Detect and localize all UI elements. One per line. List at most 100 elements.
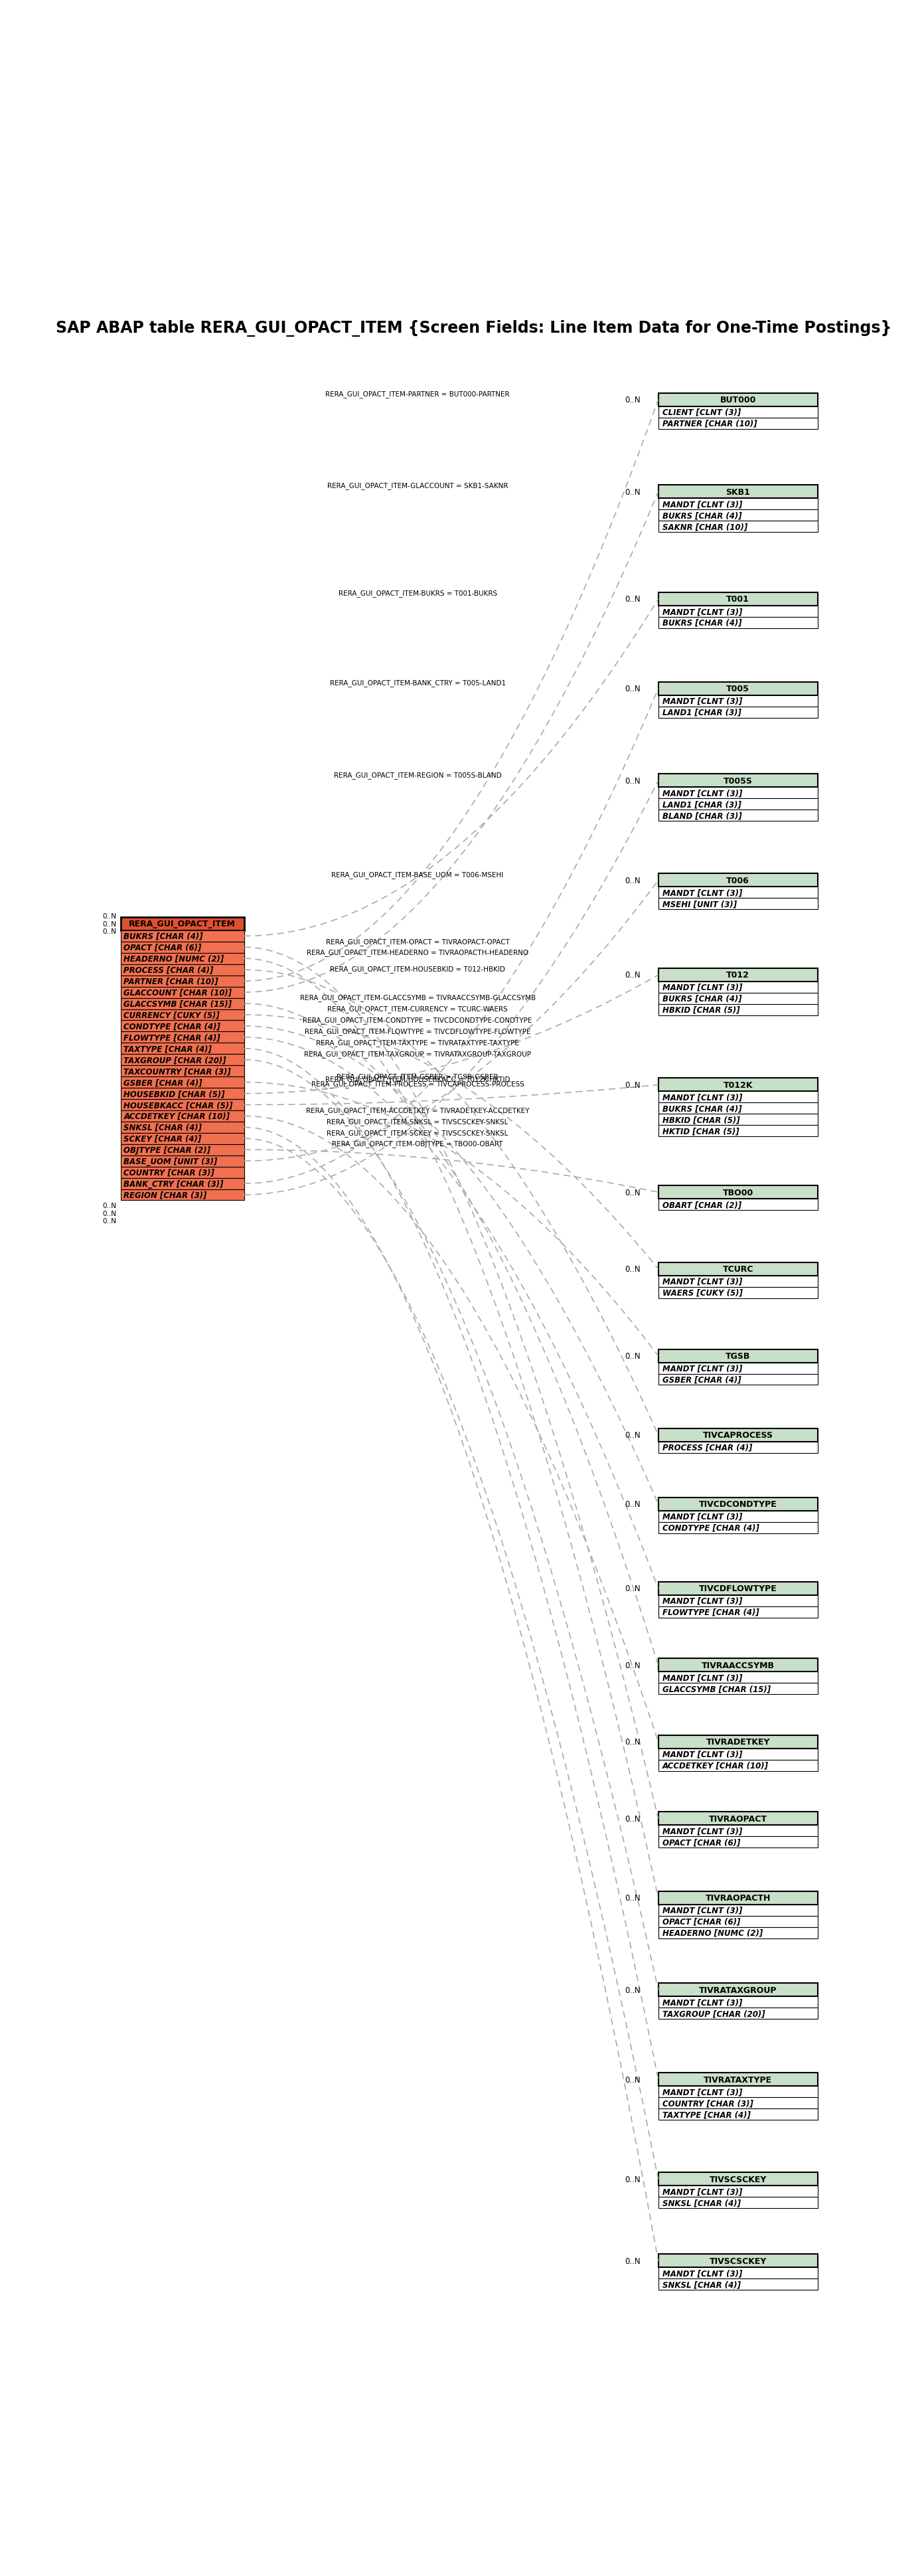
Text: T012: T012	[726, 971, 749, 979]
FancyBboxPatch shape	[658, 1497, 818, 1512]
Text: TCURC: TCURC	[723, 1265, 753, 1273]
FancyBboxPatch shape	[658, 1927, 818, 1937]
FancyBboxPatch shape	[658, 1917, 818, 1927]
FancyBboxPatch shape	[658, 2197, 818, 2208]
FancyBboxPatch shape	[658, 1126, 818, 1136]
Text: T012K: T012K	[723, 1082, 753, 1090]
FancyBboxPatch shape	[658, 1891, 818, 1904]
Text: TAXTYPE [CHAR (4)]: TAXTYPE [CHAR (4)]	[663, 2110, 750, 2117]
Text: OBART [CHAR (2)]: OBART [CHAR (2)]	[663, 1200, 741, 1208]
Text: RERA_GUI_OPACT_ITEM-TAXGROUP = TIVRATAXGROUP-TAXGROUP: RERA_GUI_OPACT_ITEM-TAXGROUP = TIVRATAXG…	[304, 1051, 531, 1059]
FancyBboxPatch shape	[121, 1190, 244, 1200]
Text: HOUSEBKACC [CHAR (5)]: HOUSEBKACC [CHAR (5)]	[124, 1100, 233, 1110]
Text: 0..N: 0..N	[625, 775, 640, 786]
FancyBboxPatch shape	[121, 1100, 244, 1110]
FancyBboxPatch shape	[658, 1672, 818, 1682]
Text: LAND1 [CHAR (3)]: LAND1 [CHAR (3)]	[663, 801, 741, 809]
Text: SAKNR [CHAR (10)]: SAKNR [CHAR (10)]	[663, 523, 748, 531]
Text: MANDT [CLNT (3)]: MANDT [CLNT (3)]	[663, 2087, 742, 2097]
FancyBboxPatch shape	[658, 407, 818, 417]
Text: MANDT [CLNT (3)]: MANDT [CLNT (3)]	[663, 1092, 742, 1103]
Text: RERA_GUI_OPACT_ITEM-OPACT = TIVRAOPACT-OPACT: RERA_GUI_OPACT_ITEM-OPACT = TIVRAOPACT-O…	[326, 938, 509, 945]
FancyBboxPatch shape	[658, 2097, 818, 2110]
FancyBboxPatch shape	[658, 1512, 818, 1522]
FancyBboxPatch shape	[658, 1522, 818, 1533]
Text: BUKRS [CHAR (4)]: BUKRS [CHAR (4)]	[663, 510, 742, 520]
Text: 0..N: 0..N	[625, 595, 640, 603]
FancyBboxPatch shape	[658, 886, 818, 899]
Text: WAERS [CUKY (5)]: WAERS [CUKY (5)]	[663, 1288, 743, 1298]
Text: 0..N: 0..N	[625, 1662, 640, 1669]
Text: TAXCOUNTRY [CHAR (3)]: TAXCOUNTRY [CHAR (3)]	[124, 1066, 231, 1077]
Text: RERA_GUI_OPACT_ITEM-HEADERNO = TIVRAOPACTH-HEADERNO: RERA_GUI_OPACT_ITEM-HEADERNO = TIVRAOPAC…	[307, 948, 529, 956]
Text: ACCDETKEY [CHAR (10)]: ACCDETKEY [CHAR (10)]	[124, 1113, 230, 1121]
FancyBboxPatch shape	[658, 1079, 818, 1092]
Text: 0..N: 0..N	[625, 1499, 640, 1510]
Text: 0..N: 0..N	[625, 876, 640, 886]
Text: MANDT [CLNT (3)]: MANDT [CLNT (3)]	[663, 1906, 742, 1914]
Text: RERA_GUI_OPACT_ITEM-SNKSL = TIVSCSCKEY-SNKSL: RERA_GUI_OPACT_ITEM-SNKSL = TIVSCSCKEY-S…	[327, 1118, 508, 1126]
Text: BUKRS [CHAR (4)]: BUKRS [CHAR (4)]	[663, 618, 742, 629]
FancyBboxPatch shape	[658, 2074, 818, 2087]
Text: HOUSEBKID [CHAR (5)]: HOUSEBKID [CHAR (5)]	[124, 1090, 225, 1097]
Text: CLIENT [CLNT (3)]: CLIENT [CLNT (3)]	[663, 407, 741, 417]
Text: 0..N: 0..N	[625, 1432, 640, 1440]
FancyBboxPatch shape	[658, 1826, 818, 1837]
Text: MANDT [CLNT (3)]: MANDT [CLNT (3)]	[663, 2187, 742, 2195]
Text: SCKEY [CHAR (4)]: SCKEY [CHAR (4)]	[124, 1133, 201, 1144]
FancyBboxPatch shape	[658, 1607, 818, 1618]
Text: RERA_GUI_OPACT_ITEM-FLOWTYPE = TIVCDFLOWTYPE-FLOWTYPE: RERA_GUI_OPACT_ITEM-FLOWTYPE = TIVCDFLOW…	[305, 1028, 530, 1036]
Text: RERA_GUI_OPACT_ITEM-HOUSEBKID = T012-HBKID: RERA_GUI_OPACT_ITEM-HOUSEBKID = T012-HBK…	[330, 966, 505, 974]
FancyBboxPatch shape	[121, 1066, 244, 1077]
FancyBboxPatch shape	[658, 1837, 818, 1847]
Text: 0..N: 0..N	[103, 927, 116, 935]
Text: MSEHI [UNIT (3)]: MSEHI [UNIT (3)]	[663, 899, 736, 909]
Text: BASE_UOM [UNIT (3)]: BASE_UOM [UNIT (3)]	[124, 1157, 217, 1164]
FancyBboxPatch shape	[658, 1200, 818, 1211]
FancyBboxPatch shape	[658, 1443, 818, 1453]
FancyBboxPatch shape	[658, 2007, 818, 2020]
Text: RERA_GUI_OPACT_ITEM-BANK_CTRY = T005-LAND1: RERA_GUI_OPACT_ITEM-BANK_CTRY = T005-LAN…	[330, 680, 505, 685]
FancyBboxPatch shape	[658, 683, 818, 696]
Text: 0..N: 0..N	[625, 1082, 640, 1090]
FancyBboxPatch shape	[121, 1087, 244, 1100]
Text: RERA_GUI_OPACT_ITEM-HOUSEBKACC = T012K-HKTID: RERA_GUI_OPACT_ITEM-HOUSEBKACC = T012K-H…	[325, 1074, 510, 1082]
Text: GLACCOUNT [CHAR (10)]: GLACCOUNT [CHAR (10)]	[124, 989, 232, 997]
FancyBboxPatch shape	[658, 2267, 818, 2280]
Text: 0..N: 0..N	[625, 1265, 640, 1273]
Text: BUT000: BUT000	[720, 397, 756, 404]
Text: RERA_GUI_OPACT_ITEM-BASE_UOM = T006-MSEHI: RERA_GUI_OPACT_ITEM-BASE_UOM = T006-MSEH…	[332, 871, 504, 878]
Text: BLAND [CHAR (3)]: BLAND [CHAR (3)]	[663, 811, 742, 819]
Text: 0..N: 0..N	[103, 1203, 116, 1208]
Text: 0..N: 0..N	[625, 971, 640, 979]
Text: RERA_GUI_OPACT_ITEM-BUKRS = T001-BUKRS: RERA_GUI_OPACT_ITEM-BUKRS = T001-BUKRS	[338, 590, 497, 598]
FancyBboxPatch shape	[658, 1736, 818, 1749]
Text: RERA_GUI_OPACT_ITEM-GLACCSYMB = TIVRAACCSYMB-GLACCSYMB: RERA_GUI_OPACT_ITEM-GLACCSYMB = TIVRAACC…	[299, 994, 536, 1002]
Text: TGSB: TGSB	[725, 1352, 750, 1360]
Text: TIVRAOPACTH: TIVRAOPACTH	[705, 1893, 771, 1901]
FancyBboxPatch shape	[658, 2280, 818, 2290]
Text: OPACT [CHAR (6)]: OPACT [CHAR (6)]	[663, 1837, 740, 1847]
FancyBboxPatch shape	[658, 1288, 818, 1298]
Text: 0..N: 0..N	[625, 1739, 640, 1747]
Text: MANDT [CLNT (3)]: MANDT [CLNT (3)]	[663, 1597, 742, 1605]
Text: SNKSL [CHAR (4)]: SNKSL [CHAR (4)]	[663, 2197, 741, 2208]
Text: SAP ABAP table RERA_GUI_OPACT_ITEM {Screen Fields: Line Item Data for One-Time P: SAP ABAP table RERA_GUI_OPACT_ITEM {Scre…	[55, 319, 892, 337]
Text: T005S: T005S	[723, 775, 752, 786]
Text: 0..N: 0..N	[625, 1352, 640, 1360]
Text: RERA_GUI_OPACT_ITEM-PARTNER = BUT000-PARTNER: RERA_GUI_OPACT_ITEM-PARTNER = BUT000-PAR…	[325, 392, 510, 397]
Text: MANDT [CLNT (3)]: MANDT [CLNT (3)]	[663, 2269, 742, 2277]
Text: MANDT [CLNT (3)]: MANDT [CLNT (3)]	[663, 788, 742, 799]
Text: HBKID [CHAR (5)]: HBKID [CHAR (5)]	[663, 1005, 740, 1015]
FancyBboxPatch shape	[121, 1054, 244, 1066]
FancyBboxPatch shape	[658, 1659, 818, 1672]
FancyBboxPatch shape	[121, 930, 244, 943]
Text: MANDT [CLNT (3)]: MANDT [CLNT (3)]	[663, 1674, 742, 1682]
Text: MANDT [CLNT (3)]: MANDT [CLNT (3)]	[663, 1512, 742, 1520]
Text: MANDT [CLNT (3)]: MANDT [CLNT (3)]	[663, 984, 742, 992]
Text: 0..N: 0..N	[625, 2257, 640, 2264]
Text: TBO00: TBO00	[723, 1188, 753, 1198]
FancyBboxPatch shape	[121, 1157, 244, 1167]
FancyBboxPatch shape	[658, 1595, 818, 1607]
FancyBboxPatch shape	[121, 1177, 244, 1190]
